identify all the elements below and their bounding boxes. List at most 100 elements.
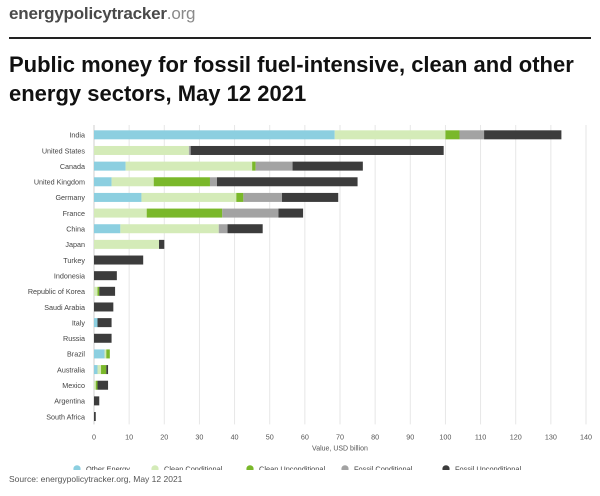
bar-segment (111, 177, 154, 187)
x-tick-label: 20 (160, 432, 168, 441)
bar-segment (104, 349, 107, 359)
bar-segment (120, 224, 219, 234)
x-tick-labels: 0 10 20 30 40 50 60 70 80 90 100 110 120 130 140 (92, 432, 592, 441)
x-tick-label: 100 (439, 432, 451, 441)
bar-segment (97, 365, 102, 375)
bar-segment (484, 130, 562, 140)
bar-segment (188, 145, 191, 155)
x-tick-label: 40 (231, 432, 239, 441)
x-tick-label: 90 (406, 432, 414, 441)
bar-segment (153, 177, 210, 187)
chart-legend: Other Energy Clean Conditional Clean Uncon… (73, 464, 521, 470)
legend-swatch (73, 465, 81, 470)
category-label: Argentina (54, 397, 85, 406)
bar-segment (106, 349, 110, 359)
bar-segment (106, 365, 109, 375)
bar-segment (278, 208, 304, 218)
x-axis-label: Value, USD billion (312, 445, 368, 452)
bar-segment (94, 286, 98, 296)
x-tick-label: 120 (510, 432, 522, 441)
bar-segment (243, 192, 283, 202)
bar-segment (94, 192, 142, 202)
bar-segment (99, 286, 116, 296)
legend-label: Clean Conditional (164, 464, 223, 470)
bar-segment (95, 380, 98, 390)
category-label: South Africa (46, 412, 85, 421)
bar-segment (445, 130, 460, 140)
bar-segment (94, 130, 335, 140)
bar-segment (94, 224, 121, 234)
bar-segment (252, 161, 256, 171)
bar-segment (217, 177, 358, 187)
bar-segment (94, 333, 112, 343)
bar-segment (146, 208, 223, 218)
category-label: France (63, 209, 85, 218)
category-label: Germany (55, 193, 85, 202)
x-tick-label: 0 (92, 432, 96, 441)
legend-swatch (246, 465, 254, 470)
bar-segment (222, 208, 279, 218)
bar-segment (97, 286, 100, 296)
bar-segment (125, 161, 253, 171)
legend-label: Fossil Conditional (354, 464, 413, 470)
category-label: Saudi Arabia (44, 303, 85, 312)
chart-bars (94, 130, 562, 422)
bar-segment (94, 412, 96, 422)
bar-segment (209, 177, 217, 187)
category-label: Canada (60, 162, 85, 171)
bar-segment (94, 271, 117, 281)
category-label: Australia (57, 365, 85, 374)
legend-swatch (151, 465, 159, 470)
x-tick-label: 80 (371, 432, 379, 441)
brand-tld: .org (166, 4, 196, 23)
bar-segment (459, 130, 485, 140)
brand-name: energypolicytracker (9, 4, 167, 23)
bar-segment (94, 239, 160, 249)
bar-segment (94, 145, 189, 155)
category-label: Italy (72, 318, 86, 327)
category-label: Brazil (67, 350, 85, 359)
bar-segment (94, 396, 100, 406)
bar-segment (94, 349, 105, 359)
bar-segment (190, 145, 444, 155)
bar-segment (97, 380, 109, 390)
stacked-bar-chart: India United States Canada United Kingdom Ge… (28, 125, 592, 470)
category-label: Russia (63, 334, 85, 343)
header-divider (9, 37, 591, 39)
x-tick-label: 70 (336, 432, 344, 441)
bar-segment (97, 318, 112, 328)
category-label: Mexico (62, 381, 85, 390)
category-label: Japan (65, 240, 85, 249)
category-label: China (66, 225, 85, 234)
bar-segment (292, 161, 363, 171)
bar-segment (94, 318, 98, 328)
x-tick-label: 140 (580, 432, 592, 441)
bar-segment (94, 208, 147, 218)
bar-segment (94, 302, 114, 312)
legend-swatch (341, 465, 349, 470)
bar-segment (218, 224, 228, 234)
category-label: Turkey (63, 256, 85, 265)
chart-title: Public money for fossil fuel-intensive, … (9, 52, 574, 106)
legend-label: Clean Unconditional (259, 464, 326, 470)
bar-segment (236, 192, 244, 202)
x-tick-label: 30 (195, 432, 203, 441)
category-label: United Kingdom (34, 178, 85, 187)
x-tick-label: 10 (125, 432, 133, 441)
bar-segment (101, 365, 107, 375)
x-tick-label: 130 (545, 432, 557, 441)
bar-segment (94, 380, 96, 390)
bar-segment (94, 255, 144, 265)
bar-segment (255, 161, 293, 171)
legend-swatch (442, 465, 450, 470)
category-label: India (69, 131, 85, 140)
bar-segment (141, 192, 237, 202)
bar-segment (94, 161, 126, 171)
bar-segment (334, 130, 446, 140)
legend-label: Fossil Unconditional (455, 464, 521, 470)
source-note: Source: energypolicytracker.org, May 12 … (9, 474, 183, 484)
legend-label: Other Energy (86, 464, 130, 470)
bar-segment (227, 224, 263, 234)
x-tick-label: 110 (475, 432, 486, 441)
category-label: Republic of Korea (28, 287, 85, 296)
